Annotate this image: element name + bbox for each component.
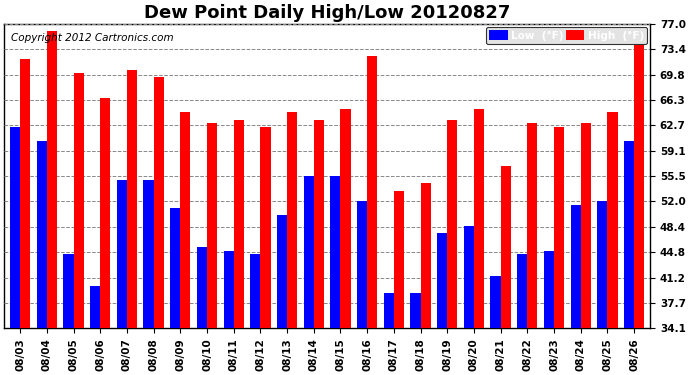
Bar	[554, 127, 564, 328]
Bar	[598, 201, 607, 328]
Bar	[47, 31, 57, 328]
Bar	[384, 294, 394, 328]
Bar	[20, 59, 30, 328]
Bar	[260, 127, 270, 328]
Bar	[224, 251, 234, 328]
Title: Dew Point Daily High/Low 20120827: Dew Point Daily High/Low 20120827	[144, 4, 511, 22]
Bar	[634, 45, 644, 328]
Bar	[624, 141, 634, 328]
Bar	[394, 190, 404, 328]
Bar	[207, 123, 217, 328]
Bar	[571, 205, 581, 328]
Bar	[411, 294, 421, 328]
Bar	[277, 215, 287, 328]
Bar	[37, 141, 47, 328]
Bar	[501, 166, 511, 328]
Bar	[437, 233, 447, 328]
Bar	[331, 176, 340, 328]
Bar	[10, 127, 20, 328]
Bar	[518, 254, 527, 328]
Bar	[544, 251, 554, 328]
Bar	[447, 120, 457, 328]
Bar	[527, 123, 538, 328]
Legend: Low  (°F), High  (°F): Low (°F), High (°F)	[486, 27, 647, 44]
Bar	[421, 183, 431, 328]
Bar	[357, 201, 367, 328]
Bar	[74, 74, 83, 328]
Bar	[287, 112, 297, 328]
Bar	[63, 254, 74, 328]
Text: Copyright 2012 Cartronics.com: Copyright 2012 Cartronics.com	[10, 33, 173, 43]
Bar	[100, 98, 110, 328]
Bar	[464, 226, 474, 328]
Bar	[117, 180, 127, 328]
Bar	[180, 112, 190, 328]
Bar	[144, 180, 154, 328]
Bar	[491, 276, 501, 328]
Bar	[367, 56, 377, 328]
Bar	[314, 120, 324, 328]
Bar	[340, 109, 351, 328]
Bar	[197, 248, 207, 328]
Bar	[127, 70, 137, 328]
Bar	[474, 109, 484, 328]
Bar	[154, 77, 164, 328]
Bar	[234, 120, 244, 328]
Bar	[304, 176, 314, 328]
Bar	[90, 286, 100, 328]
Bar	[170, 208, 180, 328]
Bar	[250, 254, 260, 328]
Bar	[581, 123, 591, 328]
Bar	[607, 112, 618, 328]
